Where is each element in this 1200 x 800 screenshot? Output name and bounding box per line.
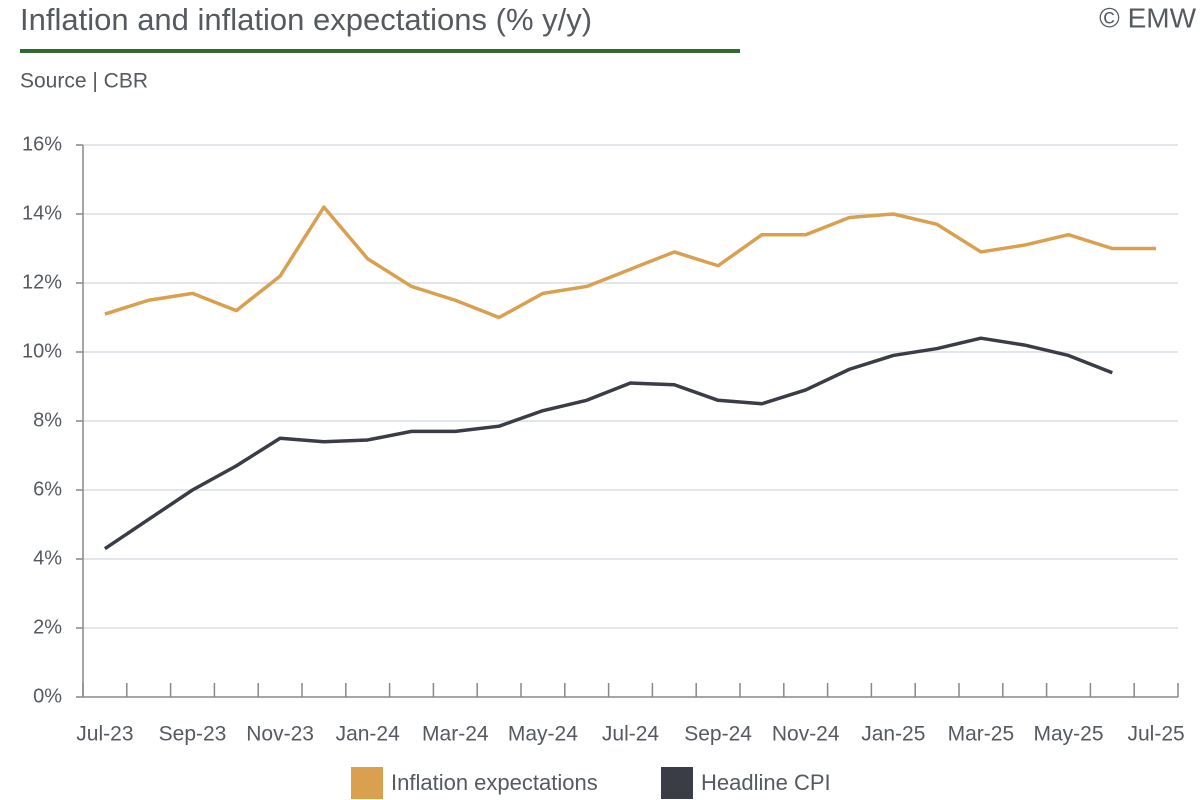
y-tick-label: 4% [33,547,62,569]
x-tick-label: Sep-23 [159,723,227,746]
legend-label: Headline CPI [701,770,831,795]
x-tick-label: Jan-25 [861,723,925,746]
y-tick-label: 8% [33,409,62,431]
y-tick-label: 6% [33,478,62,500]
y-tick-label: 16% [22,133,62,155]
legend-swatch [661,767,693,799]
title-underline [20,49,740,53]
x-tick-label: Jul-24 [602,723,660,746]
x-tick-label: Nov-23 [246,723,314,746]
legend-swatch [351,767,383,799]
chart-title: Inflation and inflation expectations (% … [20,2,592,37]
series-line [103,336,1113,551]
x-tick-label: Nov-24 [772,723,840,746]
x-tick-label: May-24 [508,723,578,746]
chart-subtitle: Source | CBR [20,70,148,93]
x-tick-label: Jul-23 [76,723,133,746]
x-tick-label: May-25 [1033,723,1103,746]
y-tick-label: 2% [33,616,62,638]
y-tick-label: 12% [22,271,62,293]
y-tick-label: 10% [22,340,62,362]
y-tick-label: 14% [22,202,62,224]
x-tick-label: Mar-24 [422,723,489,746]
y-tick-label: 0% [33,685,62,707]
x-tick-label: Jul-25 [1127,723,1184,746]
x-tick-label: Mar-25 [948,723,1015,746]
x-tick-label: Jan-24 [336,723,401,746]
watermark: © EMW [1099,2,1196,33]
x-tick-label: Sep-24 [684,723,752,746]
legend-label: Inflation expectations [391,770,598,795]
series-line [104,205,1157,320]
